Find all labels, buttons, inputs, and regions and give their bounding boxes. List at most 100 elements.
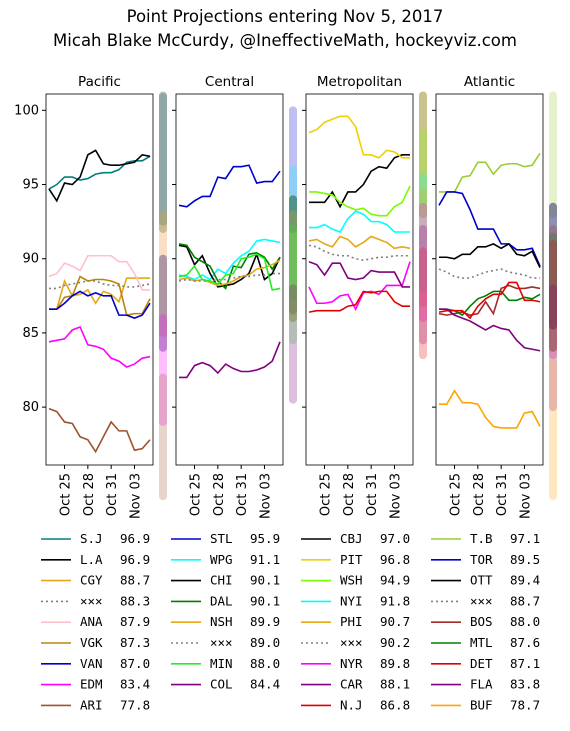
legend-name: ANA	[80, 614, 103, 629]
x-tick-label: Oct 25	[189, 473, 204, 516]
legend-name: L.A	[80, 552, 103, 567]
legend-name: VGK	[80, 635, 103, 650]
series-line	[439, 389, 541, 429]
legend-name: COL	[210, 677, 233, 692]
y-tick-label: 100	[14, 103, 39, 118]
legend-value: 96.9	[120, 531, 150, 546]
panel-title: Atlantic	[464, 74, 515, 90]
legend-value: 90.1	[250, 593, 280, 608]
legend-value: 97.1	[510, 531, 540, 546]
x-tick-label: Oct 31	[235, 473, 250, 516]
legend-name: WPG	[210, 552, 233, 567]
series-line	[179, 341, 281, 379]
x-tick-label: Oct 25	[59, 473, 74, 516]
legend-name: WSH	[340, 573, 363, 588]
legend-value: 88.0	[510, 614, 540, 629]
series-line	[439, 242, 541, 268]
legend-name: CGY	[80, 573, 103, 588]
legend-value: 95.9	[250, 531, 280, 546]
x-tick-label: Nov 03	[518, 473, 533, 519]
legend-name: PHI	[340, 614, 363, 629]
plot-frame	[175, 93, 284, 466]
series-line	[438, 191, 541, 267]
legend-value: 89.0	[250, 635, 280, 650]
series-line	[309, 154, 410, 209]
y-tick-label: 85	[22, 326, 39, 341]
legend-value: 88.3	[120, 593, 150, 608]
legend-value: 89.5	[510, 552, 540, 567]
x-tick-label: Oct 31	[495, 473, 510, 516]
series-line	[438, 268, 540, 279]
legend-name: STL	[210, 531, 233, 546]
panel-title: Central	[205, 74, 254, 90]
series-line	[178, 243, 281, 290]
series-line	[178, 272, 280, 282]
x-tick-label: Oct 28	[342, 473, 357, 516]
legend-name: FLA	[470, 677, 493, 692]
legend-name: T.B	[470, 531, 493, 546]
series-line	[308, 261, 411, 311]
legend-value: 96.9	[120, 552, 150, 567]
legend-value: 90.2	[380, 635, 410, 650]
x-tick-label: Oct 28	[212, 473, 227, 516]
series-line	[48, 149, 151, 203]
legend-value: 83.8	[510, 677, 540, 692]
legend-name: NSH	[210, 614, 233, 629]
series-line	[309, 185, 411, 217]
legend-name: OTT	[470, 573, 493, 588]
legend-name: CBJ	[340, 531, 363, 546]
series-line	[309, 210, 410, 234]
legend-name: ×××	[210, 635, 233, 650]
legend-value: 88.7	[120, 573, 150, 588]
series-line	[49, 275, 151, 317]
x-tick-label: Oct 25	[319, 473, 334, 516]
y-tick-label: 95	[22, 178, 39, 193]
title: Point Projections entering Nov 5, 2017	[127, 7, 444, 26]
series-line	[178, 238, 281, 281]
x-tick-label: Oct 31	[105, 473, 120, 516]
panel-title: Metropolitan	[317, 74, 402, 90]
legend-name: MTL	[470, 635, 493, 650]
legend-name: S.J	[80, 531, 103, 546]
legend-value: 87.0	[120, 656, 150, 671]
legend-name: BOS	[470, 614, 493, 629]
legend-value: 87.9	[120, 614, 150, 629]
series-line	[308, 235, 411, 250]
series-line	[49, 277, 150, 310]
series-line	[308, 290, 410, 313]
legend-name: BUF	[470, 697, 493, 712]
legend-name: NYI	[340, 593, 363, 608]
legend-value: 87.1	[510, 656, 540, 671]
series-line	[178, 259, 281, 287]
x-tick-label: Nov 03	[128, 473, 143, 519]
x-tick-label: Oct 31	[365, 473, 380, 516]
series-line	[438, 284, 541, 316]
series-line	[178, 164, 281, 208]
subtitle: Micah Blake McCurdy, @IneffectiveMath, h…	[53, 31, 517, 50]
legend-name: MIN	[210, 656, 233, 671]
series-line	[48, 407, 151, 454]
legend-value: 84.4	[250, 677, 280, 692]
legend-value: 83.4	[120, 677, 150, 692]
legend-value: 97.0	[380, 531, 410, 546]
legend-value: 90.1	[250, 573, 280, 588]
series-line	[439, 308, 541, 352]
x-tick-label: Nov 03	[258, 473, 273, 519]
legend-value: 89.8	[380, 656, 410, 671]
legend-value: 90.7	[380, 614, 410, 629]
series-line	[308, 115, 410, 159]
x-tick-label: Oct 28	[82, 473, 97, 516]
plot-frame	[435, 93, 544, 466]
legend-value: 87.6	[510, 635, 540, 650]
series-line	[49, 290, 151, 319]
legend-name: EDM	[80, 677, 103, 692]
legend-name: NYR	[340, 656, 363, 671]
legend-value: 88.1	[380, 677, 410, 692]
series-line	[48, 325, 151, 368]
legend-value: 88.0	[250, 656, 280, 671]
plot-frame	[305, 93, 414, 466]
legend-name: DAL	[210, 593, 233, 608]
series-line	[439, 152, 541, 193]
legend-name: N.J	[340, 697, 363, 712]
y-tick-label: 80	[22, 400, 39, 415]
